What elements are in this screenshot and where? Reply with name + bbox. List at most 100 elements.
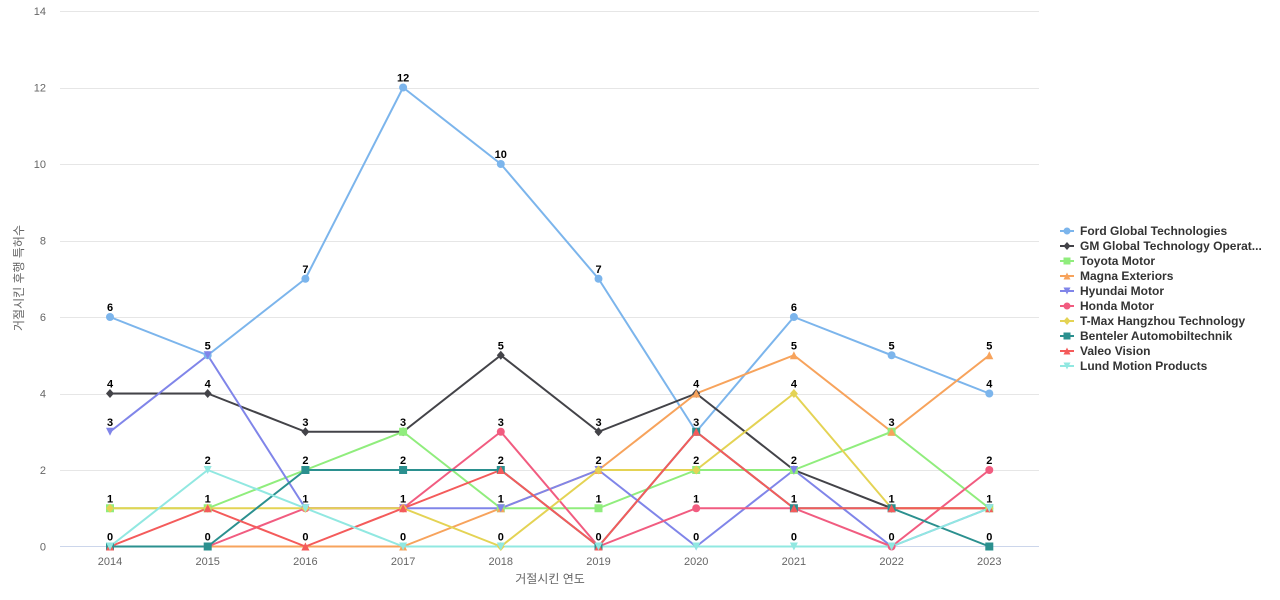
x-axis-title: 거절시킨 연도 (515, 572, 585, 586)
data-label: 0 (302, 532, 308, 544)
legend-item[interactable]: Toyota Motor (1060, 254, 1155, 268)
data-label: 0 (498, 532, 504, 544)
data-point (887, 351, 896, 360)
legend-symbol (1063, 287, 1071, 295)
data-point (594, 504, 603, 513)
data-label: 1 (693, 493, 699, 505)
data-label: 1 (498, 493, 504, 505)
data-label: 4 (107, 379, 114, 391)
data-label: 0 (205, 532, 211, 544)
data-label: 1 (889, 493, 895, 505)
data-point (203, 351, 212, 360)
y-tick-label: 10 (34, 159, 46, 171)
data-point (399, 542, 408, 551)
series-line (109, 430, 991, 548)
legend-label: Honda Motor (1080, 299, 1154, 313)
legend-label: Valeo Vision (1080, 344, 1150, 358)
y-tick-label: 14 (34, 6, 46, 18)
legend-item[interactable]: T-Max Hangzhou Technology (1060, 314, 1245, 328)
data-point (301, 466, 310, 474)
y-tick-label: 2 (40, 465, 46, 477)
data-label: 0 (107, 532, 113, 544)
legend-label: Toyota Motor (1080, 254, 1155, 268)
series-line (109, 354, 991, 548)
data-point (985, 351, 994, 360)
x-tick-label: 2016 (293, 556, 317, 568)
legend-label: Magna Exteriors (1080, 269, 1174, 283)
data-point (106, 503, 114, 513)
data-point (496, 350, 505, 360)
data-point (789, 351, 798, 360)
legend-symbol (1063, 227, 1071, 235)
series-line (109, 354, 991, 510)
data-point (594, 465, 603, 475)
series-line (109, 354, 991, 548)
legend-item[interactable]: Hyundai Motor (1060, 284, 1164, 298)
data-point (887, 542, 896, 551)
series-markers (106, 83, 994, 551)
legend-label: Ford Global Technologies (1080, 224, 1227, 238)
data-label: 0 (400, 532, 406, 544)
data-label: 6 (107, 302, 113, 314)
data-label: 3 (889, 417, 895, 429)
data-label: 10 (495, 149, 507, 161)
data-point (496, 466, 505, 474)
x-tick-label: 2019 (586, 556, 610, 568)
x-tick-label: 2020 (684, 556, 708, 568)
series-lines (109, 86, 991, 548)
data-label: 1 (205, 493, 211, 505)
legend-symbol (1063, 242, 1071, 250)
data-point (789, 466, 798, 474)
y-tick-label: 4 (40, 389, 46, 401)
x-tick-label: 2014 (98, 556, 122, 568)
data-label: 2 (986, 455, 992, 467)
legend-item[interactable]: Benteler Automobiltechnik (1060, 329, 1233, 343)
data-label: 0 (595, 532, 601, 544)
data-point (301, 427, 310, 437)
data-label: 1 (107, 493, 113, 505)
data-point (399, 504, 408, 513)
data-labels: 6431054210732101232101053210732104321065… (107, 73, 993, 544)
grid-lines (60, 11, 1039, 471)
data-label: 2 (498, 455, 504, 467)
data-point (399, 83, 408, 92)
legend-symbol (1063, 302, 1071, 310)
data-label: 3 (693, 417, 699, 429)
data-point (496, 504, 505, 513)
data-label: 5 (498, 340, 504, 352)
legend-symbol (1063, 362, 1071, 370)
legend-item[interactable]: Lund Motion Products (1060, 359, 1208, 373)
data-point (203, 389, 212, 398)
legend-symbol (1063, 347, 1071, 355)
x-tick-label: 2021 (782, 556, 806, 568)
x-tick-label: 2023 (977, 556, 1001, 568)
data-label: 0 (889, 532, 895, 544)
legend-item[interactable]: GM Global Technology Operat... (1060, 239, 1262, 253)
data-point (789, 389, 798, 398)
data-label: 1 (595, 493, 601, 505)
data-label: 1 (986, 493, 992, 505)
legend-item[interactable]: Magna Exteriors (1060, 269, 1174, 283)
legend-item[interactable]: Valeo Vision (1060, 344, 1150, 358)
y-axis-title: 거절시킨 후행 특허수 (11, 225, 26, 331)
legend-item[interactable]: Honda Motor (1060, 299, 1154, 313)
data-point (106, 427, 114, 436)
data-point (496, 160, 505, 168)
data-point (594, 274, 603, 283)
data-label: 0 (693, 532, 699, 544)
data-label: 7 (595, 264, 601, 276)
legend-item[interactable]: Ford Global Technologies (1060, 224, 1227, 238)
data-label: 3 (302, 417, 308, 429)
legend-symbol (1063, 272, 1071, 280)
legend-symbol (1063, 332, 1071, 340)
data-point (692, 427, 701, 436)
legend-label: Benteler Automobiltechnik (1080, 329, 1233, 343)
data-point (496, 427, 505, 436)
data-point (594, 542, 603, 551)
data-point (985, 504, 994, 513)
data-point (887, 427, 896, 436)
data-point (203, 542, 212, 551)
data-label: 2 (205, 455, 211, 467)
data-point (692, 542, 701, 551)
